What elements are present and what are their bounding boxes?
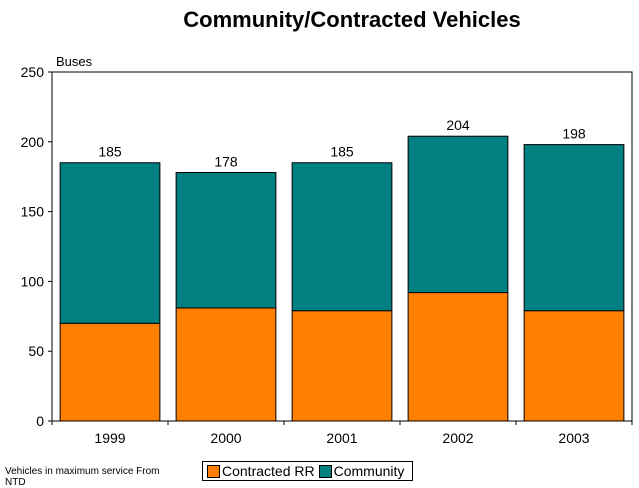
legend-label-contracted-rr: Contracted RR (222, 463, 315, 479)
x-tick-label: 2000 (210, 430, 241, 446)
bar-contracted-rr-2003 (523, 310, 625, 422)
y-tick-label: 200 (21, 134, 45, 150)
x-tick-label: 1999 (94, 430, 125, 446)
bar-total-label: 178 (214, 154, 238, 170)
x-tick-label: 2002 (442, 430, 473, 446)
bar-total-label: 185 (98, 144, 122, 160)
legend: Contracted RR Community (202, 461, 414, 481)
bars-group: 185 178 185 204 198 (59, 117, 625, 422)
bar-community-2001 (291, 162, 393, 312)
bar-contracted-rr-2001 (291, 310, 393, 422)
y-tick-label: 250 (21, 64, 45, 80)
legend-label-community: Community (333, 463, 405, 479)
bar-community-1999 (59, 162, 161, 324)
y-tick-label: 150 (21, 204, 45, 220)
bar-contracted-rr-2002 (407, 292, 509, 422)
legend-swatch-community (318, 464, 332, 478)
legend-swatch-contracted-rr (207, 464, 220, 478)
x-tick-label: 2001 (326, 430, 357, 446)
chart-title: Community/Contracted Vehicles (183, 7, 520, 32)
stacked-bar-chart: Community/Contracted Vehicles Buses 0 50 1… (21, 7, 633, 446)
bar-contracted-rr-2000 (175, 307, 277, 422)
bar-contracted-rr-1999 (59, 322, 161, 422)
y-tick-label: 50 (28, 343, 44, 359)
y-axis: 0 50 100 150 200 250 (21, 64, 52, 429)
bar-total-label: 185 (330, 144, 354, 160)
footnote: Vehicles in maximum service From NTD (5, 466, 160, 488)
y-tick-label: 100 (21, 273, 45, 289)
bar-total-label: 198 (562, 126, 586, 142)
legend-item-community: Community (318, 463, 405, 479)
legend-item-contracted-rr: Contracted RR (207, 463, 315, 479)
bar-community-2000 (175, 172, 277, 309)
bar-community-2003 (523, 144, 625, 312)
x-tick-label: 2003 (558, 430, 589, 446)
bar-community-2002 (407, 135, 509, 294)
y-axis-label: Buses (56, 54, 93, 69)
y-tick-label: 0 (36, 413, 44, 429)
x-axis: 1999 2000 2001 2002 2003 (51, 421, 633, 446)
bar-total-label: 204 (446, 117, 470, 133)
